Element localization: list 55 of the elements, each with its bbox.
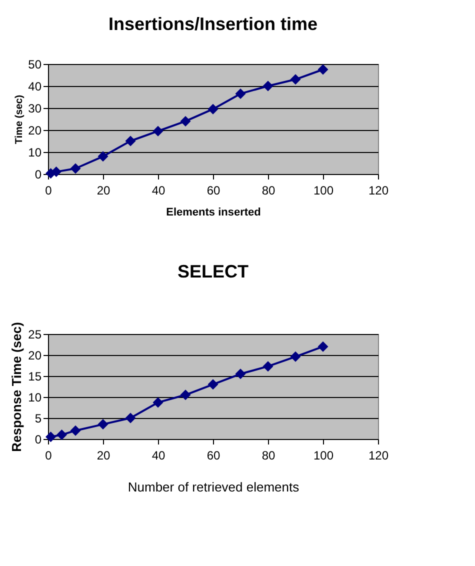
point xyxy=(318,341,328,352)
x-tick-label: 120 xyxy=(368,448,389,462)
x-tick-label: 80 xyxy=(262,448,276,462)
x-axis-title: Elements inserted xyxy=(166,206,261,218)
y-tick-label: 50 xyxy=(28,58,42,72)
x-tick-label: 0 xyxy=(45,448,52,462)
y-tick-label: 15 xyxy=(28,370,42,384)
point xyxy=(180,390,191,400)
point xyxy=(290,351,301,362)
point xyxy=(125,136,136,146)
point xyxy=(208,379,218,390)
chart-title: SELECT xyxy=(177,262,249,282)
x-tick-label: 120 xyxy=(368,184,389,198)
x-tick-label: 20 xyxy=(96,448,110,462)
y-tick-label: 5 xyxy=(34,412,42,426)
point xyxy=(46,432,56,442)
point xyxy=(152,397,164,408)
y-tick-label: 0 xyxy=(34,432,42,446)
point xyxy=(208,104,218,114)
y-tick-label: 20 xyxy=(28,124,42,138)
x-tick-label: 20 xyxy=(96,184,110,198)
y-tick-label: 10 xyxy=(28,390,42,404)
point xyxy=(235,368,246,380)
point xyxy=(180,116,191,126)
x-tick-label: 0 xyxy=(45,184,52,198)
x-axis-title: Number of retrieved elements xyxy=(128,480,300,494)
point xyxy=(152,126,164,136)
point xyxy=(98,151,108,162)
point xyxy=(125,412,136,424)
y-axis-title: Response Time (sec) xyxy=(9,322,24,452)
point xyxy=(235,88,246,99)
point xyxy=(56,430,67,440)
point xyxy=(318,64,328,75)
y-tick-label: 10 xyxy=(28,146,42,160)
point xyxy=(290,74,301,85)
y-tick-label: 40 xyxy=(28,80,42,94)
point xyxy=(98,419,108,430)
y-axis-title: Time (sec) xyxy=(14,94,26,144)
x-tick-label: 100 xyxy=(313,448,334,462)
x-tick-label: 60 xyxy=(206,448,220,462)
point xyxy=(70,425,81,436)
point xyxy=(262,80,274,92)
point xyxy=(70,163,81,174)
point xyxy=(51,166,62,178)
y-tick-label: 30 xyxy=(28,102,42,116)
y-tick-label: 0 xyxy=(34,168,42,182)
x-tick-label: 100 xyxy=(313,184,334,198)
x-tick-label: 40 xyxy=(152,184,166,198)
point xyxy=(262,361,274,372)
x-tick-label: 40 xyxy=(152,448,166,462)
y-tick-label: 20 xyxy=(28,348,42,362)
x-tick-label: 80 xyxy=(262,184,276,198)
chart-title: Insertions/Insertion time xyxy=(108,14,318,34)
x-tick-label: 60 xyxy=(206,184,220,198)
y-tick-label: 25 xyxy=(28,328,42,342)
